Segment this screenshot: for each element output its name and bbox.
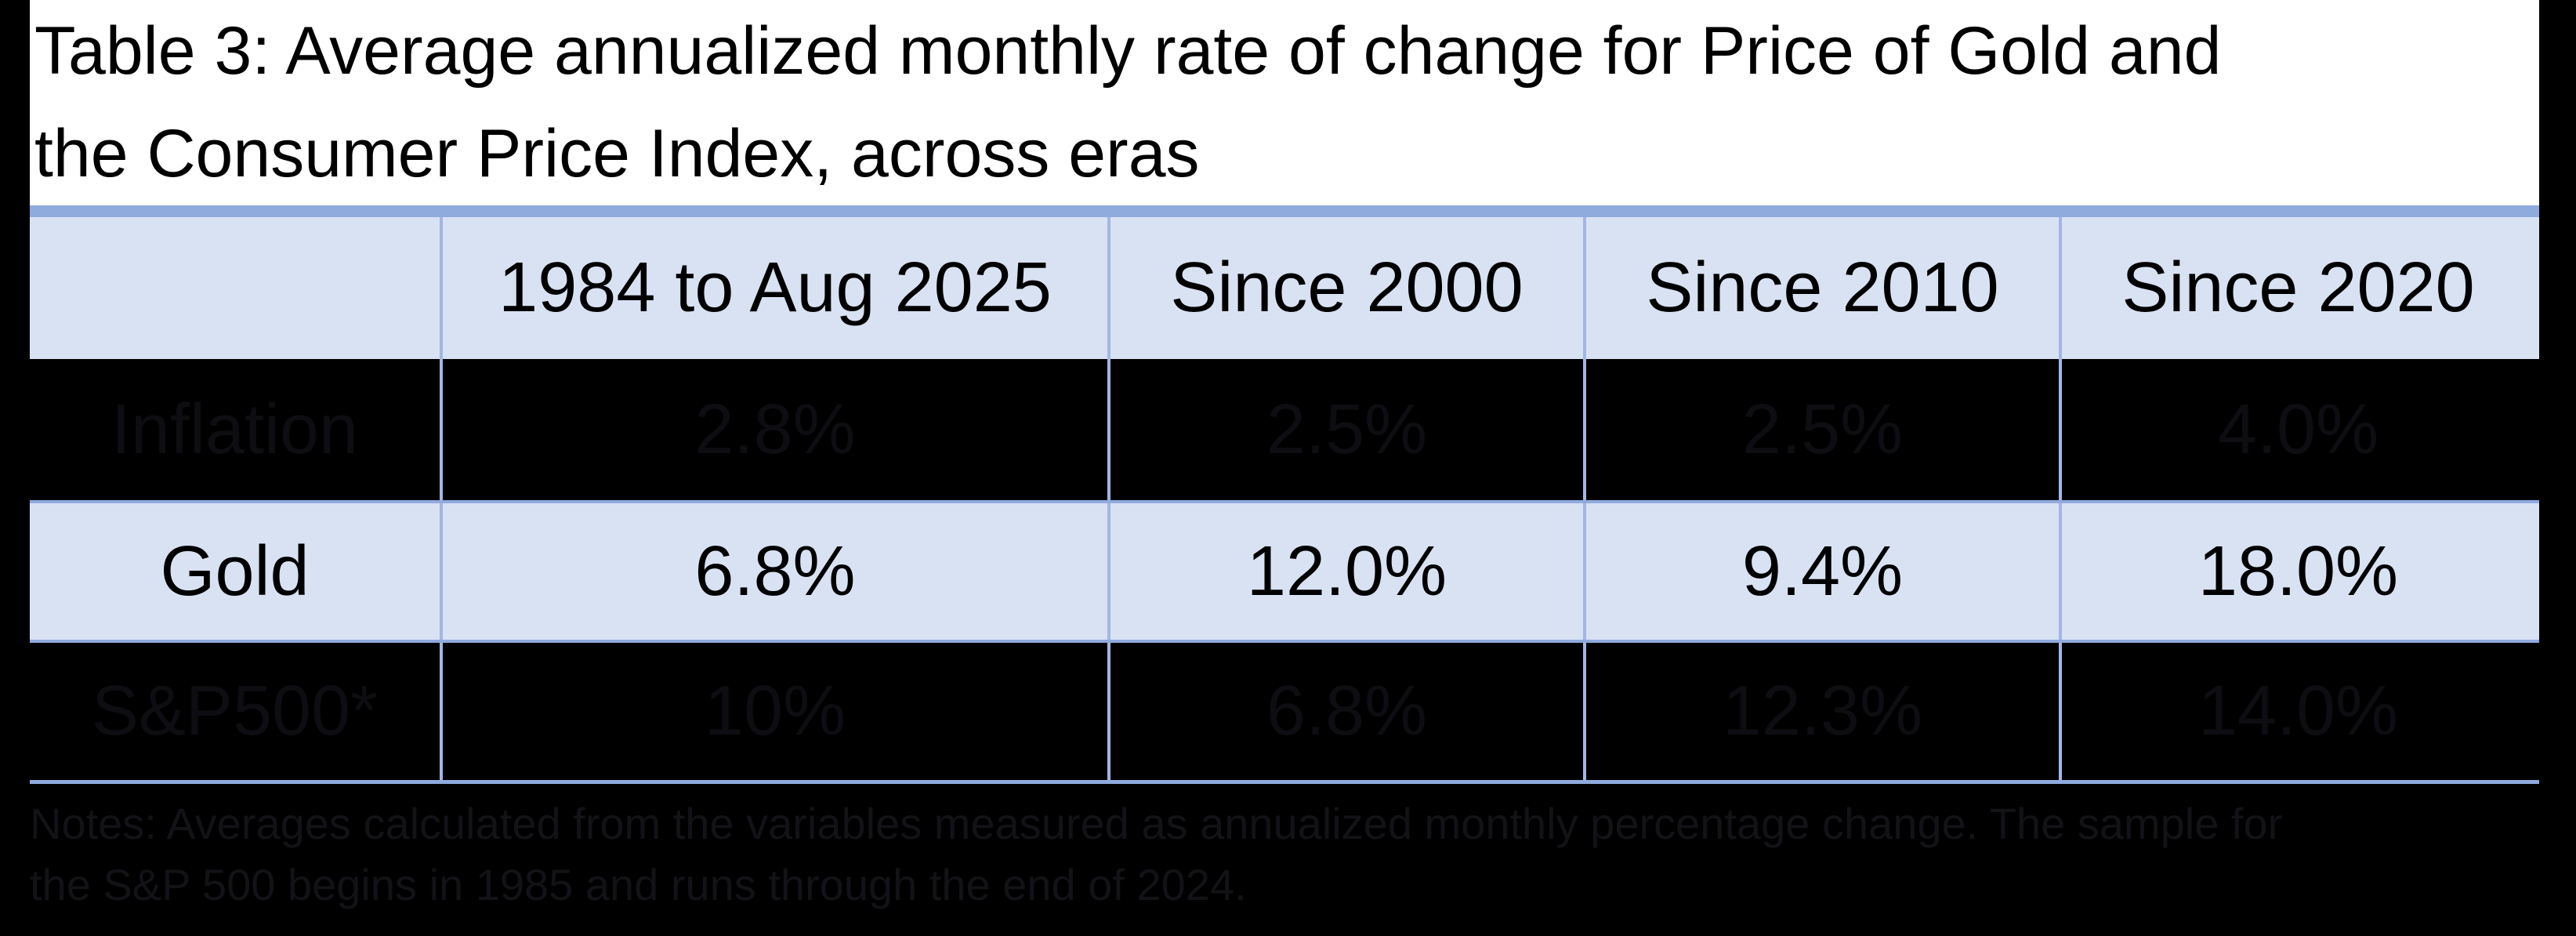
table-cell: 18.0% bbox=[2059, 503, 2534, 640]
column-header-blank bbox=[30, 217, 440, 359]
table-title: Table 3: Average annualized monthly rate… bbox=[30, 0, 2539, 205]
table-notes: Notes: Averages calculated from the vari… bbox=[30, 784, 2539, 916]
table-row-gold: Gold 6.8% 12.0% 9.4% 18.0% bbox=[30, 500, 2539, 643]
column-header-since-2010: Since 2010 bbox=[1583, 217, 2059, 359]
row-label: S&P500* bbox=[91, 672, 379, 750]
table-cell: 4.0% bbox=[2059, 359, 2534, 500]
row-label: Gold bbox=[160, 531, 310, 611]
table-row-sp500: S&P500* 10% 6.8% 12.3% 14.0% bbox=[30, 643, 2539, 780]
table-row-inflation: Inflation 2.8% 2.5% 2.5% 4.0% bbox=[30, 359, 2539, 500]
table-notes-line1: Notes: Averages calculated from the vari… bbox=[30, 799, 2283, 848]
column-header-since-2020: Since 2020 bbox=[2059, 217, 2534, 359]
table-cell: 6.8% bbox=[440, 503, 1107, 640]
data-table: 1984 to Aug 2025 Since 2000 Since 2010 S… bbox=[30, 217, 2539, 784]
table-cell: 2.5% bbox=[1107, 359, 1583, 500]
column-header-since-2000: Since 2000 bbox=[1107, 217, 1583, 359]
table-cell: 10% bbox=[440, 643, 1107, 780]
table-cell: 9.4% bbox=[1583, 503, 2059, 640]
table-cell: 12.3% bbox=[1583, 643, 2059, 780]
row-label: Inflation bbox=[111, 390, 359, 469]
table-notes-line2: the S&P 500 begins in 1985 and runs thro… bbox=[30, 860, 1247, 909]
table-title-line2: the Consumer Price Index, across eras bbox=[34, 116, 1200, 191]
table-top-border bbox=[30, 205, 2539, 217]
table-cell: 12.0% bbox=[1107, 503, 1583, 640]
table-cell: 14.0% bbox=[2059, 643, 2534, 780]
table-figure: Table 3: Average annualized monthly rate… bbox=[30, 0, 2539, 916]
header-row: 1984 to Aug 2025 Since 2000 Since 2010 S… bbox=[30, 217, 2539, 359]
table-title-line1: Table 3: Average annualized monthly rate… bbox=[34, 13, 2222, 89]
table-cell: 6.8% bbox=[1107, 643, 1583, 780]
table-bottom-border bbox=[30, 780, 2539, 784]
table-cell: 2.8% bbox=[440, 359, 1107, 500]
table-cell: 2.5% bbox=[1583, 359, 2059, 500]
column-header-1984-to-aug-2025: 1984 to Aug 2025 bbox=[440, 217, 1107, 359]
